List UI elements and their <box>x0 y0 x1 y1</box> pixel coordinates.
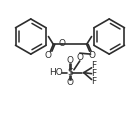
Text: F: F <box>91 69 96 78</box>
Text: S: S <box>67 68 73 77</box>
Text: O: O <box>66 78 74 87</box>
Text: O: O <box>88 51 95 60</box>
Text: HO: HO <box>49 68 63 77</box>
Text: F: F <box>91 77 96 86</box>
Text: O: O <box>66 56 74 65</box>
Text: O: O <box>59 39 66 48</box>
Text: F: F <box>91 61 96 70</box>
Text: O: O <box>45 51 52 60</box>
Text: O: O <box>76 53 83 62</box>
